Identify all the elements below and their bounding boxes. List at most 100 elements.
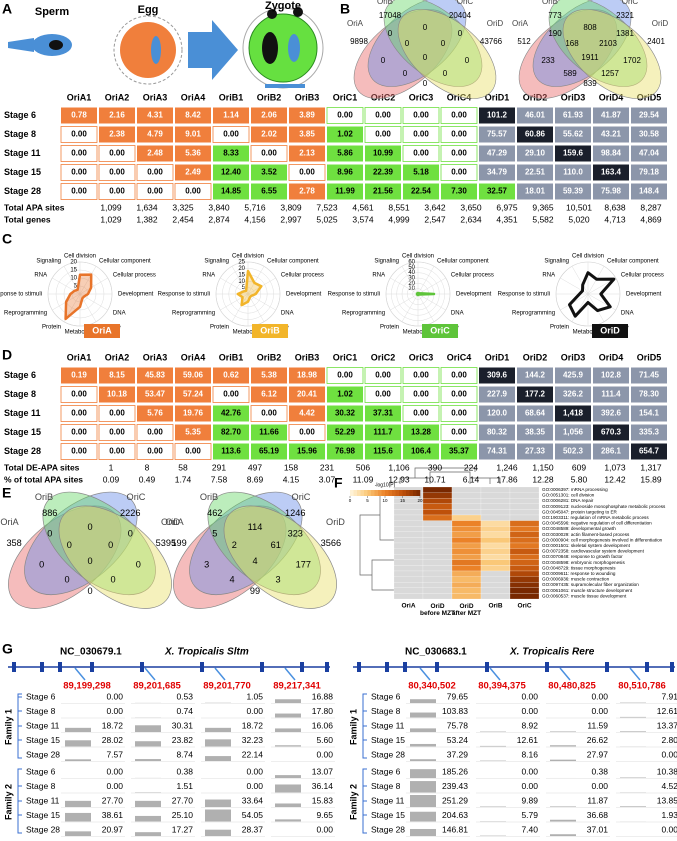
site-arrow xyxy=(559,667,571,681)
venn-label: OriD xyxy=(326,517,345,527)
table-cell xyxy=(213,443,249,460)
coverage xyxy=(410,759,436,761)
column-header: OriD1 xyxy=(485,352,510,362)
total-value: 8,638 xyxy=(604,202,626,212)
cell-value: 29.10 xyxy=(525,149,546,158)
radar-axis-label: Development xyxy=(118,292,154,298)
venn-count: 0 xyxy=(108,540,113,550)
table-cell xyxy=(364,367,402,384)
heatmap-cell xyxy=(509,498,540,504)
cell-value: 0.00 xyxy=(413,130,429,139)
stage-label: Stage 6 xyxy=(26,691,56,701)
table-cell xyxy=(441,443,477,460)
coverage xyxy=(205,727,231,732)
total-value: 3,325 xyxy=(172,202,194,212)
legend-tick-label: 20 xyxy=(417,498,423,503)
table-cell xyxy=(593,443,629,460)
coverage xyxy=(275,819,301,822)
coverage xyxy=(550,819,576,822)
venn-set xyxy=(207,491,321,596)
table-cell xyxy=(327,126,363,143)
table-cell xyxy=(365,183,401,200)
stage-label: Stage 15 xyxy=(371,810,405,820)
cell-value: 0.00 xyxy=(451,168,467,177)
site-value: 25.10 xyxy=(172,810,194,820)
exon xyxy=(12,662,16,672)
total-value: 8,287 xyxy=(640,202,662,212)
venn: OriA OriB OriC OriD 17048 20404 0 0 0 9898 0 0 43766… xyxy=(347,0,503,99)
site-value: 27.97 xyxy=(587,749,609,759)
venn-label: OriA xyxy=(0,517,19,527)
site-value: 15.83 xyxy=(312,795,334,805)
radar-axis-label: Cellular process xyxy=(621,273,664,279)
cell-value: 30.58 xyxy=(639,130,660,139)
site-position: 80,510,786 xyxy=(618,681,666,692)
table-cell xyxy=(213,405,249,422)
series-box xyxy=(422,324,458,338)
coverage xyxy=(65,740,91,747)
radar-axis-label: Cellular component xyxy=(99,259,151,265)
venn-set xyxy=(58,505,172,609)
exon xyxy=(385,662,389,672)
venn-count: 0 xyxy=(381,56,386,65)
cell-value: 78.30 xyxy=(639,390,660,399)
cell-value: 74.31 xyxy=(487,447,508,456)
go-term: GO:0045596: negative regulation of cell … xyxy=(542,521,652,526)
table-cell xyxy=(402,145,440,162)
cell-value: 29.54 xyxy=(639,111,660,120)
cell-value: 76.98 xyxy=(335,447,356,456)
site-value: 0.00 xyxy=(316,749,333,759)
cell-illustration xyxy=(8,7,324,89)
table-cell xyxy=(251,367,287,384)
stage-label: Stage 8 xyxy=(371,706,401,716)
exon xyxy=(435,662,439,672)
legend-swatch xyxy=(350,490,354,496)
total-value: 4.15 xyxy=(283,474,300,484)
cell-value: 0.00 xyxy=(375,111,391,120)
heatmap-cell xyxy=(451,576,482,583)
cell-value: 12.40 xyxy=(221,168,242,177)
venn-count: 839 xyxy=(583,79,597,88)
exon xyxy=(645,662,649,672)
radar-axis xyxy=(401,293,419,322)
radar-axis-label: Response to stimuli xyxy=(498,292,550,298)
series-label: OriA xyxy=(92,325,112,335)
cell-value: 4.42 xyxy=(299,409,315,418)
cell-value: 18.98 xyxy=(297,371,318,380)
coverage xyxy=(65,812,91,822)
table-cell xyxy=(593,126,629,143)
venn-count: 20404 xyxy=(449,11,472,20)
coverage xyxy=(410,743,436,747)
legend-swatch xyxy=(409,490,414,496)
exon xyxy=(403,662,407,672)
site-value: 103.83 xyxy=(442,706,468,716)
radar-axis-label: Cellular process xyxy=(281,273,324,279)
radar-tick-label: 40 xyxy=(408,270,415,276)
table-cell xyxy=(327,424,363,441)
site-value: 0.00 xyxy=(246,766,263,776)
table-cell xyxy=(136,183,174,200)
total-value: 4,561 xyxy=(352,202,374,212)
cell-value: 8.42 xyxy=(185,111,201,120)
table-cell xyxy=(631,183,667,200)
cell-value: 0.00 xyxy=(451,409,467,418)
coverage xyxy=(135,800,161,807)
legend-swatch xyxy=(353,490,358,496)
heatmap-cell xyxy=(480,514,511,521)
radar-axis-label: DNA xyxy=(281,311,294,317)
cell-value: 0.00 xyxy=(71,447,87,456)
cell-value: 0.00 xyxy=(147,187,163,196)
cell-value: 79.18 xyxy=(639,168,660,177)
legend-swatch xyxy=(399,490,403,496)
total-value: 7.58 xyxy=(211,474,228,484)
table-cell xyxy=(98,443,136,460)
table-cell xyxy=(479,424,515,441)
cell-value: 0.00 xyxy=(413,409,429,418)
site-position: 80,394,375 xyxy=(478,681,526,692)
venn-count: 0 xyxy=(64,575,69,585)
venn-count: 0 xyxy=(423,53,428,62)
column-header: OriA3 xyxy=(143,92,168,102)
heatmap-cell xyxy=(393,520,424,527)
heatmap-cell xyxy=(480,582,511,588)
heatmap-cell xyxy=(422,582,453,588)
